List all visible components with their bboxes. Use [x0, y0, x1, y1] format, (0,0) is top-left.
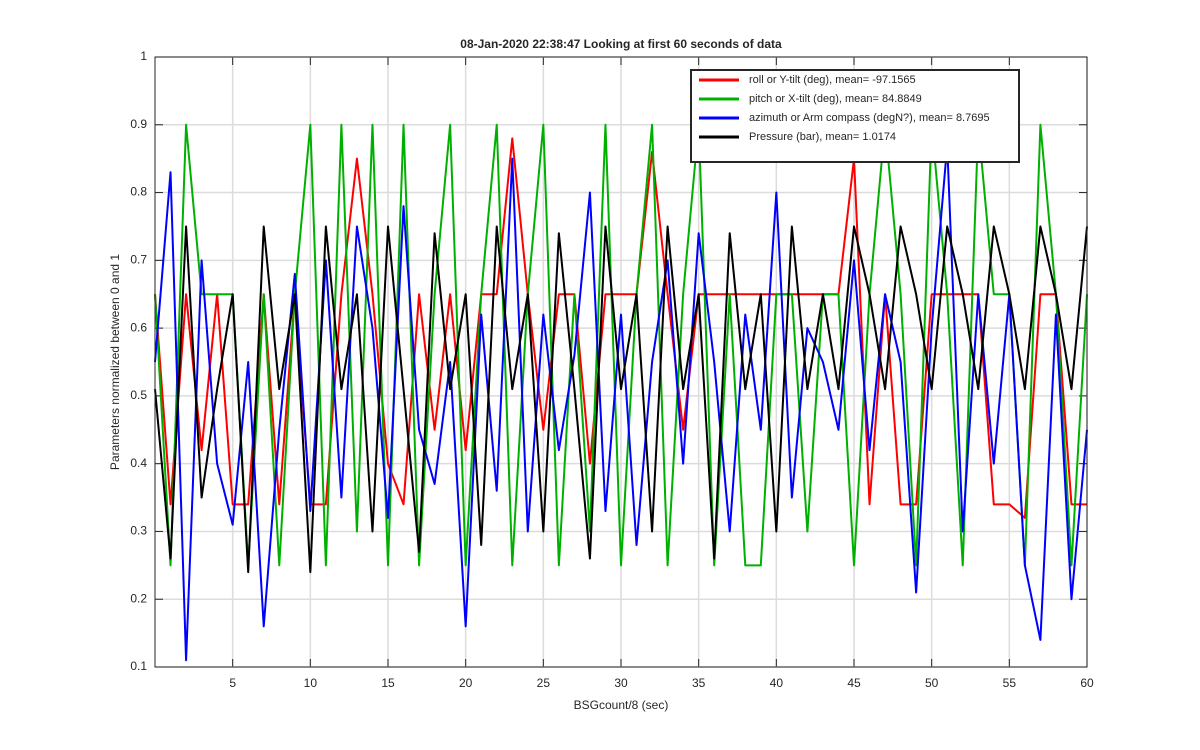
- x-tick-label: 40: [770, 676, 784, 690]
- x-tick-label: 25: [537, 676, 551, 690]
- x-tick-label: 55: [1003, 676, 1017, 690]
- x-tick-label: 10: [304, 676, 318, 690]
- legend-label: roll or Y-tilt (deg), mean= -97.1565: [749, 74, 916, 86]
- y-tick-label: 1: [140, 49, 147, 63]
- y-tick-label: 0.5: [130, 388, 147, 402]
- x-tick-label: 30: [614, 676, 628, 690]
- y-axis-label: Parameters normalized between 0 and 1: [108, 254, 122, 470]
- series-line: [154, 225, 1088, 574]
- legend-label: pitch or X-tilt (deg), mean= 84.8849: [749, 93, 922, 105]
- x-tick-label: 15: [381, 676, 395, 690]
- x-tick-label: 35: [692, 676, 706, 690]
- x-tick-label: 50: [925, 676, 939, 690]
- x-tick-label: 60: [1080, 676, 1094, 690]
- x-tick-label: 20: [459, 676, 473, 690]
- y-tick-label: 0.3: [130, 524, 147, 538]
- legend-label: azimuth or Arm compass (degN?), mean= 8.…: [749, 112, 990, 124]
- legend-label: Pressure (bar), mean= 1.0174: [749, 131, 896, 143]
- y-tick-label: 0.1: [130, 659, 147, 673]
- x-axis-label: BSGcount/8 (sec): [574, 698, 669, 712]
- y-tick-label: 0.2: [130, 591, 147, 605]
- y-tick-label: 0.6: [130, 320, 147, 334]
- axes-box: [154, 56, 1088, 668]
- series-line: [154, 144, 1088, 662]
- chart-title: 08-Jan-2020 22:38:47 Looking at first 60…: [460, 37, 782, 51]
- x-tick-label: 5: [229, 676, 236, 690]
- y-tick-label: 0.4: [130, 456, 147, 470]
- y-tick-label: 0.8: [130, 185, 147, 199]
- y-tick-label: 0.7: [130, 253, 147, 267]
- y-tick-label: 0.9: [130, 117, 147, 131]
- x-tick-label: 45: [847, 676, 861, 690]
- legend-box: [690, 69, 1020, 163]
